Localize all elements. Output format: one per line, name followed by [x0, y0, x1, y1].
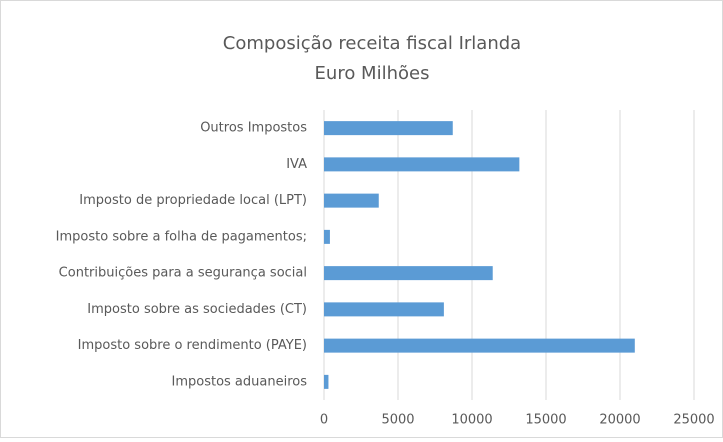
bar [324, 157, 520, 172]
chart-title: Composição receita fiscal Irlanda [223, 33, 521, 54]
x-tick-label: 20000 [599, 413, 640, 428]
y-tick-label: Imposto de propriedade local (LPT) [79, 193, 307, 208]
bar [324, 266, 493, 281]
y-tick-label: Contribuições para a segurança social [59, 266, 307, 281]
bar [324, 229, 330, 244]
x-tick-label: 0 [320, 413, 328, 428]
bar [324, 374, 329, 389]
y-tick-label: IVA [286, 157, 307, 172]
y-tick-label: Outros Impostos [200, 121, 307, 136]
bar [324, 302, 444, 317]
bar [324, 193, 379, 208]
chart-subtitle: Euro Milhões [315, 63, 430, 84]
x-tick-label: 5000 [381, 413, 414, 428]
bar [324, 338, 635, 353]
y-tick-label: Imposto sobre a folha de pagamentos; [56, 229, 307, 244]
x-tick-label: 15000 [525, 413, 566, 428]
y-tick-label: Impostos aduaneiros [172, 374, 308, 389]
y-tick-label: Imposto sobre o rendimento (PAYE) [78, 338, 307, 353]
y-tick-label: Imposto sobre as sociedades (CT) [87, 302, 307, 317]
x-tick-label: 10000 [451, 413, 492, 428]
x-tick-label: 25000 [673, 413, 714, 428]
bar [324, 121, 453, 136]
